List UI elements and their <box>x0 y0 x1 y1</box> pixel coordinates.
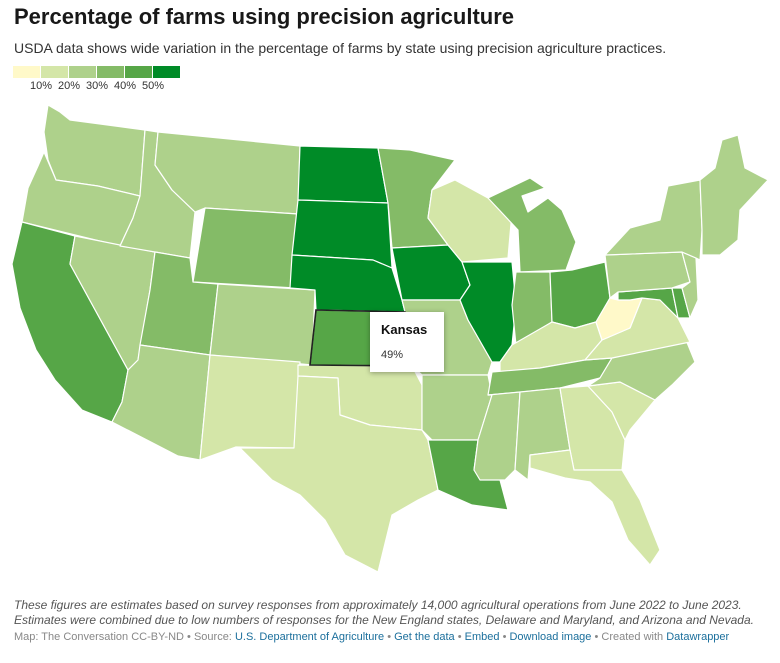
footer-sep: • <box>502 631 507 643</box>
footnote-1: These figures are estimates based on sur… <box>14 598 742 612</box>
state-wyoming[interactable] <box>192 207 299 289</box>
footer: Map: The Conversation CC-BY-ND • Source:… <box>14 631 774 643</box>
legend-label-30: 30% <box>86 80 109 92</box>
state-michigan[interactable] <box>487 177 577 273</box>
state-illinois[interactable] <box>459 261 517 363</box>
state-texas[interactable] <box>239 375 439 573</box>
state-florida[interactable] <box>529 449 661 566</box>
state-new-york[interactable] <box>604 179 703 261</box>
legend-swatch-1 <box>41 66 68 78</box>
legend-label-20: 20% <box>58 80 81 92</box>
map-subtitle: USDA data shows wide variation in the pe… <box>14 40 667 56</box>
get-data-link[interactable]: Get the data <box>394 631 455 643</box>
state-north-carolina[interactable] <box>587 339 696 401</box>
source-prefix: Source: <box>193 631 232 643</box>
legend-swatch-0 <box>13 66 40 78</box>
source-link[interactable]: U.S. Department of Agriculture <box>234 631 385 643</box>
datawrapper-link[interactable]: Datawrapper <box>666 631 730 643</box>
state-new-mexico[interactable] <box>199 354 301 461</box>
legend-label-10: 10% <box>30 80 53 92</box>
tooltip-value: 49% <box>381 349 404 361</box>
color-legend: 10% 20% 30% 40% 50% <box>13 66 183 96</box>
legend-swatch-2 <box>69 66 96 78</box>
footnote-2: Estimates were combined due to low numbe… <box>14 613 754 627</box>
state-tooltip: Kansas 49% <box>370 312 444 372</box>
footer-sep: • <box>594 631 599 643</box>
legend-label-40: 40% <box>114 80 137 92</box>
legend-swatch-5 <box>153 66 180 78</box>
footnotes: These figures are estimates based on sur… <box>14 598 774 628</box>
legend-swatch-3 <box>97 66 124 78</box>
footer-sep: • <box>187 631 191 643</box>
state-colorado[interactable] <box>209 283 316 366</box>
legend-swatch-4 <box>125 66 152 78</box>
state-north-dakota[interactable] <box>297 145 389 204</box>
embed-link[interactable]: Embed <box>464 631 500 643</box>
download-image-link[interactable]: Download image <box>509 631 592 643</box>
footer-sep: • <box>387 631 392 643</box>
map-credit: Map: The Conversation CC-BY-ND <box>14 631 184 643</box>
legend-label-50: 50% <box>142 80 165 92</box>
tooltip-state-name: Kansas <box>381 322 428 337</box>
state-new-england[interactable] <box>699 134 769 256</box>
footer-sep: • <box>457 631 462 643</box>
map-title: Percentage of farms using precision agri… <box>14 4 515 29</box>
created-prefix: Created with <box>601 631 664 643</box>
